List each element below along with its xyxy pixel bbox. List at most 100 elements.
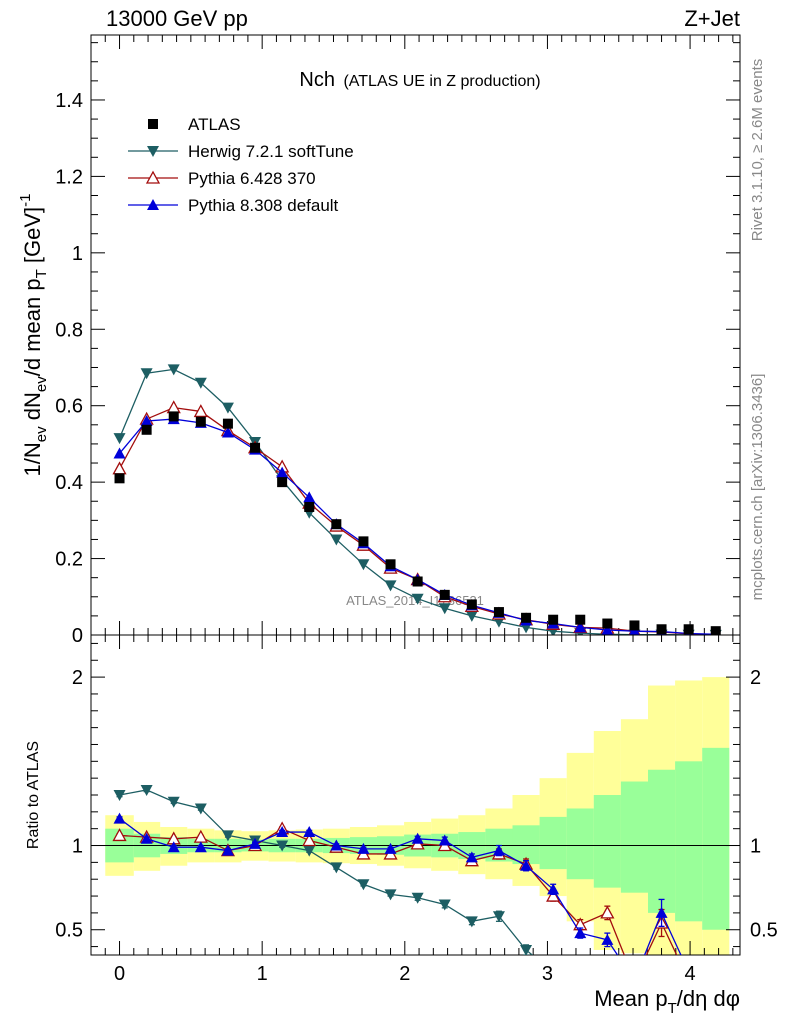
svg-text:1/Nev dNev/d mean pT [GeV]-1: 1/Nev dNev/d mean pT [GeV]-1 xyxy=(17,194,50,477)
legend-item: ATLAS xyxy=(148,115,241,134)
main-data-point xyxy=(112,461,127,475)
ratio-data-point xyxy=(574,927,587,939)
main-ytick-label: 1.2 xyxy=(55,166,83,188)
main-data-point xyxy=(384,580,397,592)
ratio-ytick-label-right: 1 xyxy=(750,836,761,858)
main-data-point xyxy=(548,614,559,625)
main-data-point xyxy=(140,414,153,426)
ratio-data-point xyxy=(438,834,451,846)
ratio-ylabel: Ratio to ATLAS xyxy=(25,741,42,849)
main-data-point xyxy=(466,599,477,610)
legend-label: ATLAS xyxy=(188,115,241,134)
ratio-data-point xyxy=(600,905,615,919)
main-data-point xyxy=(113,447,126,459)
ratio-data-point xyxy=(628,974,640,985)
main-data-point xyxy=(141,424,152,435)
ratio-data-point xyxy=(303,826,316,838)
band-inner xyxy=(566,808,594,880)
ratio-data-point xyxy=(330,839,343,851)
main-ylabel: 1/Nev dNev/d mean pT [GeV]-1 xyxy=(17,194,50,477)
ratio-data-point xyxy=(520,859,533,871)
main-data-point xyxy=(140,368,153,380)
ratio-data-point xyxy=(520,944,533,955)
main-data-point xyxy=(304,501,315,512)
main-data-point xyxy=(113,433,126,445)
legend-item: Pythia 6.428 370 xyxy=(128,169,316,188)
band-inner xyxy=(647,769,676,913)
ratio-data-point xyxy=(601,933,614,945)
main-ytick-label: 1.4 xyxy=(55,90,83,112)
ratio-data-point xyxy=(330,862,343,874)
main-title-text: Nch xyxy=(299,69,335,91)
ratio-data-point xyxy=(221,830,234,842)
x-tick-label: 1 xyxy=(257,963,268,985)
main-data-point xyxy=(574,621,587,633)
ratio-data-point xyxy=(574,989,586,1000)
ratio-data-point xyxy=(492,911,505,923)
main-data-point xyxy=(277,477,288,488)
ratio-data-point xyxy=(112,828,127,842)
legend-label: Herwig 7.2.1 softTune xyxy=(188,142,354,161)
main-ytick-label: 0.2 xyxy=(55,549,83,571)
main-data-point xyxy=(465,610,478,622)
x-tick-label: 2 xyxy=(399,963,410,985)
ratio-data-point xyxy=(357,879,370,891)
ratio-data-point xyxy=(302,833,317,847)
main-data-point xyxy=(330,534,343,546)
main-ytick-label: 0 xyxy=(72,625,83,647)
ratio-data-point xyxy=(194,803,207,815)
legend-marker xyxy=(147,146,159,157)
main-data-point xyxy=(411,593,424,605)
ratio-data-point xyxy=(167,796,180,808)
ratio-data-point xyxy=(140,784,153,796)
main-data-point xyxy=(221,426,234,438)
main-data-point xyxy=(221,402,234,414)
ratio-data-point xyxy=(167,841,180,853)
ratio-data-point xyxy=(492,844,505,856)
ratio-data-point xyxy=(547,883,560,895)
band-inner xyxy=(620,781,648,893)
legend-marker xyxy=(147,199,159,210)
ratio-ytick-label-right: 2 xyxy=(750,667,761,689)
band-inner xyxy=(675,761,703,922)
main-ytick-label: 0.8 xyxy=(55,319,83,341)
main-data-point xyxy=(439,589,450,600)
main-data-point xyxy=(167,364,180,376)
main-title: Nch (ATLAS UE in Z production) xyxy=(299,69,540,91)
ratio-data-point xyxy=(710,974,722,985)
legend: ATLAS Herwig 7.2.1 softTune Pythia 6.428 3… xyxy=(128,115,354,215)
ratio-data-point xyxy=(276,840,289,852)
ratio-data-point xyxy=(384,889,397,901)
mcplots-label: mcplots.cern.ch [arXiv:1306.3436] xyxy=(749,374,766,601)
ratio-data-point xyxy=(411,892,424,904)
ratio-ytick-label: 0.5 xyxy=(55,920,83,942)
main-data-point xyxy=(222,418,233,429)
main-data-point xyxy=(166,400,181,414)
ratio-series-group xyxy=(112,784,722,1000)
ratio-ytick-label: 2 xyxy=(72,667,83,689)
ratio-data-point xyxy=(140,832,153,844)
band-inner xyxy=(593,795,621,888)
main-data-point xyxy=(250,442,261,453)
legend-marker xyxy=(148,119,158,129)
main-data-point xyxy=(303,491,316,503)
main-data-point xyxy=(602,618,613,629)
ratio-data-point xyxy=(411,832,424,844)
main-data-point xyxy=(194,377,207,389)
ratio-data-point xyxy=(113,790,126,801)
main-series-group xyxy=(112,364,722,635)
main-data-point xyxy=(193,404,208,418)
ratio-ytick-label-right: 0.5 xyxy=(750,920,778,942)
x-axis-label: Mean pT/dη dφ xyxy=(594,986,740,1017)
ratio-data-point xyxy=(655,906,668,918)
ratio-data-point xyxy=(384,842,397,854)
ratio-data-point xyxy=(628,974,640,985)
band-inner xyxy=(702,747,730,930)
main-subtitle-text: (ATLAS UE in Z production) xyxy=(343,73,540,90)
header-right-label: Z+Jet xyxy=(684,6,740,31)
main-data-point xyxy=(114,473,125,484)
rivet-label: Rivet 3.1.10, ≥ 2.6M events xyxy=(749,59,766,242)
ratio-series-pythia-8-308-default xyxy=(113,812,722,985)
ratio-data-point xyxy=(303,845,316,857)
ratio-data-point xyxy=(249,837,262,849)
